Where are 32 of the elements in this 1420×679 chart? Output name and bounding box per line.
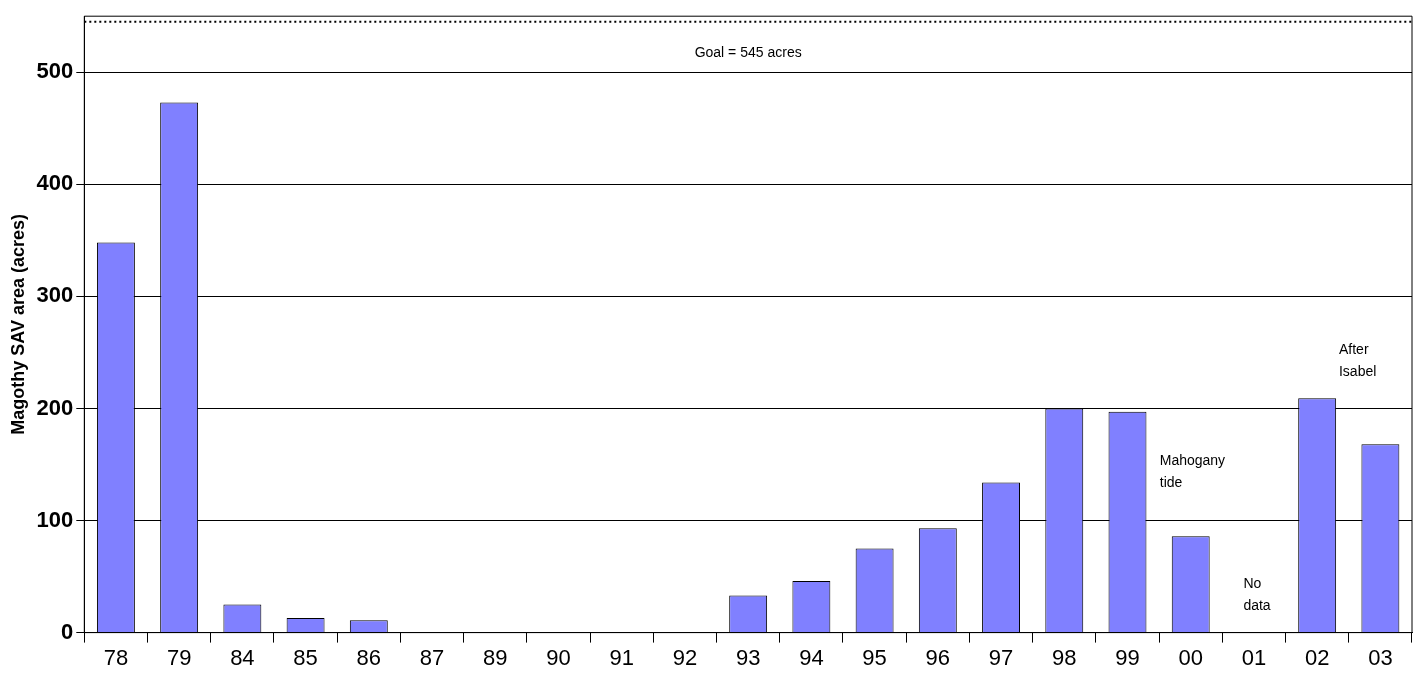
x-tick-label: 96 <box>925 644 951 670</box>
annotation: After Isabel <box>1338 341 1377 380</box>
x-tick-label: 03 <box>1368 644 1393 670</box>
x-tick-label: 89 <box>483 644 508 670</box>
x-tick-label: 78 <box>103 644 129 670</box>
x-tick-label: 79 <box>166 644 192 670</box>
x-tick-label: 85 <box>293 644 318 670</box>
x-tick-label: 01 <box>1241 644 1267 670</box>
x-tick-label: 98 <box>1052 644 1077 670</box>
annotation: No data <box>1243 575 1271 614</box>
x-tick-label: 91 <box>609 644 634 670</box>
annotation: Mahogany tide <box>1159 452 1226 491</box>
y-axis-title: Magothy SAV area (acres) <box>7 214 28 435</box>
y-tick-label: 200 <box>36 394 74 420</box>
y-tick-label: 300 <box>36 282 74 308</box>
ref-line-label: Goal = 545 acres <box>694 43 802 60</box>
x-tick-label: 90 <box>546 644 571 670</box>
y-tick-label: 400 <box>36 170 74 196</box>
y-tick-label: 100 <box>36 506 74 532</box>
x-tick-label: 84 <box>230 644 255 670</box>
x-tick-label: 99 <box>1115 644 1140 670</box>
y-tick-label: 0 <box>61 618 74 644</box>
x-tick-label: 93 <box>735 644 761 670</box>
x-tick-label: 00 <box>1178 644 1203 670</box>
x-tick-label: 97 <box>988 644 1014 670</box>
x-tick-label: 02 <box>1304 644 1330 670</box>
x-tick-label: 94 <box>799 644 824 670</box>
y-tick-label: 500 <box>36 58 74 84</box>
x-tick-label: 86 <box>356 644 382 670</box>
x-tick-label: 95 <box>862 644 887 670</box>
x-tick-label: 92 <box>672 644 698 670</box>
x-tick-label: 87 <box>419 644 445 670</box>
